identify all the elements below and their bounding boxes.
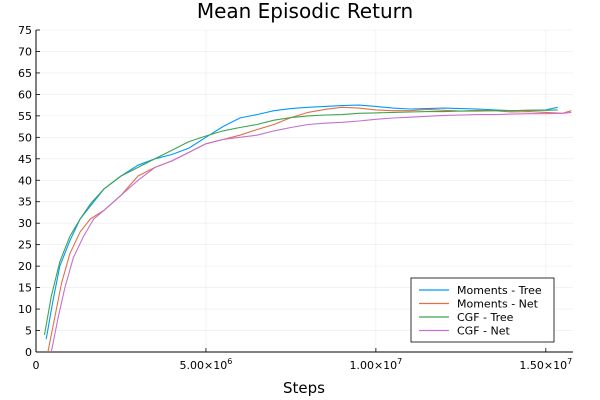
y-tick-label-4: 20 bbox=[18, 260, 32, 273]
series-line-moments-tree bbox=[45, 104, 558, 340]
y-tick-label-13: 65 bbox=[18, 67, 32, 80]
y-tick-label-11: 55 bbox=[18, 110, 32, 123]
x-tick-label-0: 0 bbox=[33, 359, 40, 372]
legend-label-0: Moments - Tree bbox=[457, 284, 542, 297]
legend-label-3: CGF - Net bbox=[457, 325, 510, 338]
y-tick-label-7: 35 bbox=[18, 196, 32, 209]
y-tick-label-3: 15 bbox=[18, 282, 32, 295]
legend-label-1: Moments - Net bbox=[457, 298, 539, 311]
y-tick-label-1: 5 bbox=[25, 325, 32, 338]
series-line-cgf-net bbox=[50, 111, 572, 353]
chart-title: Mean Episodic Return bbox=[197, 0, 413, 23]
y-tick-label-0: 0 bbox=[25, 346, 32, 359]
y-tick-label-9: 45 bbox=[18, 153, 32, 166]
x-axis-title: Steps bbox=[283, 379, 325, 397]
x-tick-label-3: 1.50×107 bbox=[519, 357, 572, 372]
x-tick-label-1: 5.00×106 bbox=[180, 357, 233, 372]
y-tick-label-5: 25 bbox=[18, 239, 32, 252]
y-tick-label-15: 75 bbox=[18, 24, 32, 37]
grid bbox=[35, 29, 573, 353]
x-tick-label-2: 1.00×107 bbox=[349, 357, 402, 372]
y-tick-label-12: 60 bbox=[18, 88, 32, 101]
axes: 0 5 10 15 20 25 30 35 40 45 50 55 60 65 70 75 0 5.00×106 1… bbox=[18, 24, 573, 372]
y-tick-label-2: 10 bbox=[18, 303, 32, 316]
series-line-cgf-tree bbox=[43, 109, 558, 335]
y-tick-label-14: 70 bbox=[18, 45, 32, 58]
y-tick-label-8: 40 bbox=[18, 174, 32, 187]
series-lines bbox=[43, 104, 572, 353]
y-tick-label-10: 50 bbox=[18, 131, 32, 144]
legend-label-2: CGF - Tree bbox=[457, 311, 514, 324]
legend-box bbox=[410, 277, 555, 343]
y-tick-label-6: 30 bbox=[18, 217, 32, 230]
